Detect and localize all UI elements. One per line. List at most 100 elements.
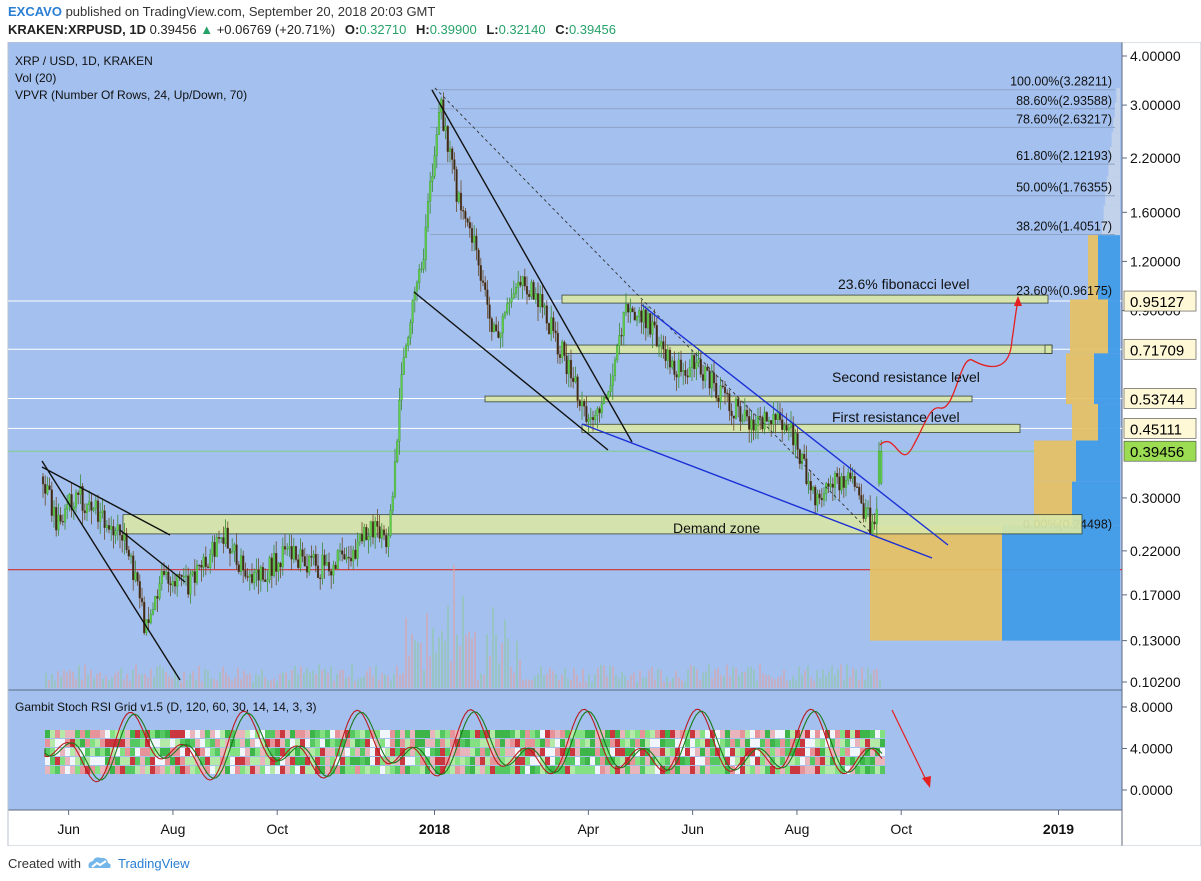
osc-grid-cell (810, 748, 815, 756)
osc-grid-cell (240, 739, 245, 747)
volume-bar (192, 671, 194, 688)
osc-grid-cell (525, 739, 530, 747)
osc-grid-cell (235, 748, 240, 756)
osc-grid-cell (595, 766, 600, 774)
volume-bar (459, 646, 461, 688)
candle-body (426, 201, 430, 228)
vpvr-up-bar (870, 525, 1002, 641)
candle-body (418, 269, 421, 284)
candle-body (756, 416, 760, 426)
candle-body (657, 345, 661, 348)
volume-bar (417, 641, 419, 688)
osc-grid-cell (140, 739, 145, 747)
tradingview-link[interactable]: TradingView (118, 856, 190, 871)
osc-grid-cell (845, 766, 850, 774)
volume-bar (495, 634, 497, 688)
candle-body (121, 534, 124, 541)
candle-body (127, 549, 130, 557)
osc-grid-cell (195, 766, 200, 774)
candle-body (310, 555, 313, 558)
osc-grid-cell (470, 739, 475, 747)
osc-grid-cell (295, 766, 300, 774)
osc-grid-cell (315, 757, 320, 765)
candle-body (341, 550, 344, 555)
osc-grid-cell (800, 757, 805, 765)
volume-bar (246, 674, 248, 688)
osc-grid-cell (700, 730, 705, 738)
osc-grid-cell (790, 748, 795, 756)
osc-grid-cell (155, 766, 160, 774)
osc-grid-cell (845, 730, 850, 738)
candle-body (512, 293, 515, 299)
osc-grid-cell (500, 739, 505, 747)
candle-body (41, 476, 45, 485)
osc-grid-cell (775, 730, 780, 738)
volume-bar (777, 677, 779, 688)
osc-grid-cell (560, 748, 565, 756)
volume-bar (201, 681, 203, 688)
osc-grid-cell (210, 748, 215, 756)
osc-grid-cell (880, 748, 885, 756)
candle-body (358, 534, 361, 543)
osc-grid-cell (840, 739, 845, 747)
osc-grid-cell (405, 757, 410, 765)
candle-body (55, 507, 58, 531)
volume-bar (474, 631, 476, 688)
osc-grid-cell (680, 730, 685, 738)
candle-body (200, 565, 203, 568)
price-tag-label: 0.71709 (1130, 342, 1184, 359)
osc-grid-cell (295, 739, 300, 747)
osc-grid-cell (605, 748, 610, 756)
osc-grid-cell (690, 757, 695, 765)
price-chart[interactable]: 100.00%(3.28211)88.60%(2.93588)78.60%(2.… (0, 42, 1201, 846)
osc-grid-cell (70, 766, 75, 774)
candle-body (787, 427, 790, 431)
osc-grid-cell (860, 730, 865, 738)
osc-grid-cell (625, 757, 630, 765)
volume-bar (60, 676, 62, 688)
osc-grid-cell (580, 739, 585, 747)
osc-grid-cell (700, 748, 705, 756)
osc-grid-cell (825, 748, 830, 756)
candle-body (613, 359, 617, 377)
osc-grid-cell (365, 757, 370, 765)
candle-body (371, 521, 375, 538)
candle-body (820, 497, 823, 501)
osc-grid-cell (395, 766, 400, 774)
osc-grid-cell (265, 739, 270, 747)
volume-bar (378, 680, 380, 688)
osc-grid-cell (780, 757, 785, 765)
x-tick-label: Oct (890, 821, 912, 837)
osc-grid-cell (300, 766, 305, 774)
publisher-name[interactable]: EXCAVO (8, 4, 62, 19)
candle-body (178, 574, 181, 576)
volume-bar (426, 613, 428, 688)
candle-body (620, 335, 623, 337)
volume-bar (837, 668, 839, 688)
low-label: L: (486, 22, 499, 37)
osc-grid-cell (660, 766, 665, 774)
osc-grid-cell (255, 748, 260, 756)
osc-grid-cell (130, 757, 135, 765)
volume-bar (627, 680, 629, 688)
candle-body (710, 372, 713, 389)
volume-bar (501, 643, 503, 688)
candle-body (686, 375, 689, 378)
candle-body (765, 412, 768, 422)
volume-bar (312, 670, 314, 688)
osc-grid-cell (240, 730, 245, 738)
candle-body (365, 527, 368, 541)
volume-bar (345, 678, 347, 688)
osc-grid-cell (715, 739, 720, 747)
osc-grid-cell (740, 757, 745, 765)
volume-bar (351, 664, 353, 688)
y-tick-label: 0.22000 (1130, 543, 1181, 559)
oscillator-title: Gambit Stoch RSI Grid v1.5 (D, 120, 60, … (15, 700, 316, 714)
candle-body (532, 281, 535, 300)
y-tick-label: 1.60000 (1130, 204, 1181, 220)
osc-grid-cell (295, 757, 300, 765)
osc-grid-cell (515, 766, 520, 774)
candle-body (138, 581, 141, 599)
candle-body (325, 562, 328, 566)
osc-grid-cell (50, 739, 55, 747)
